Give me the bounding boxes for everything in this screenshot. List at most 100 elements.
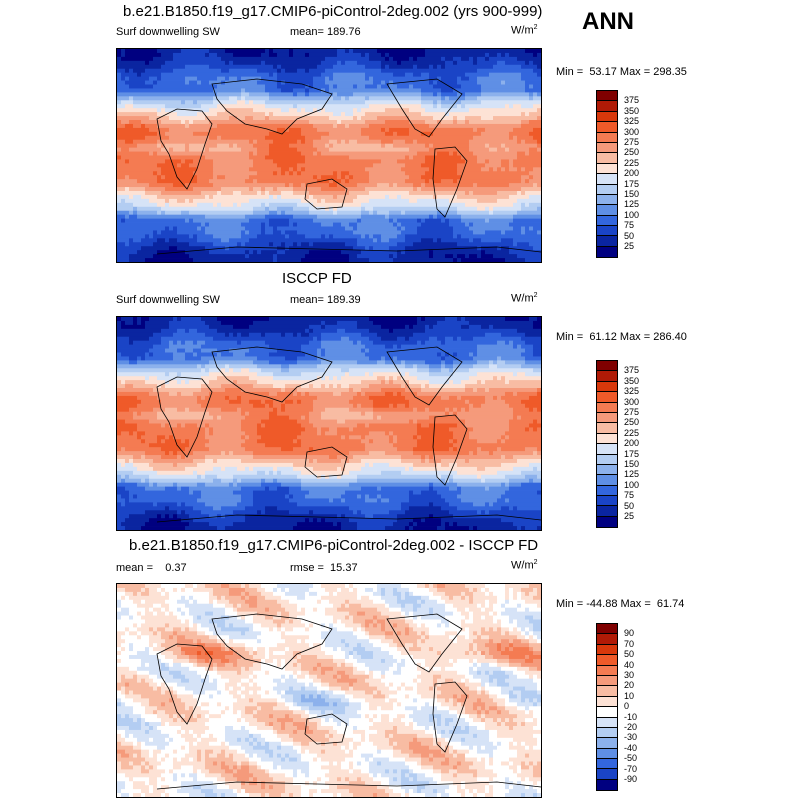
field-cell	[249, 254, 274, 259]
field-cell	[249, 411, 270, 417]
field-cell	[197, 773, 206, 778]
field-cell	[353, 670, 366, 676]
field-cell	[425, 785, 450, 790]
field-cell	[529, 175, 534, 180]
field-cell	[121, 120, 130, 125]
field-cell	[361, 127, 382, 133]
field-cell	[253, 623, 262, 628]
field-cell	[205, 155, 250, 160]
field-cell	[437, 80, 458, 85]
field-cell	[229, 587, 246, 593]
field-cell	[525, 332, 541, 338]
field-cell	[533, 407, 538, 413]
field-cell	[389, 603, 402, 609]
field-cell	[325, 198, 354, 204]
field-cell	[321, 376, 326, 381]
field-cell	[373, 674, 382, 680]
field-cell	[425, 599, 438, 605]
field-cell	[473, 658, 478, 664]
field-cell	[357, 60, 382, 66]
field-cell	[433, 757, 446, 762]
field-cell	[357, 108, 362, 113]
field-cell	[321, 670, 326, 676]
field-cell	[265, 332, 282, 338]
field-cell	[205, 666, 210, 672]
field-cell	[325, 749, 346, 755]
field-cell	[533, 427, 538, 432]
field-cell	[469, 694, 490, 699]
field-cell	[185, 64, 210, 70]
field-cell	[145, 647, 150, 652]
field-cell	[285, 171, 290, 176]
field-cell	[257, 635, 282, 640]
field-cell	[329, 206, 334, 212]
field-cell	[213, 789, 234, 794]
field-cell	[245, 96, 270, 101]
field-cell	[257, 250, 262, 255]
field-cell	[149, 317, 174, 322]
field-cell	[149, 76, 158, 81]
field-cell	[457, 670, 470, 676]
field-cell	[497, 498, 506, 503]
field-cell	[489, 733, 498, 739]
field-cell	[349, 171, 370, 176]
field-cell	[301, 698, 326, 703]
field-cell	[117, 443, 150, 448]
field-cell	[141, 526, 186, 530]
field-cell	[185, 218, 190, 223]
field-cell	[493, 769, 514, 774]
field-cell	[353, 388, 362, 393]
field-cell	[449, 737, 462, 743]
field-cell	[425, 702, 430, 707]
field-cell	[465, 785, 486, 790]
field-cell	[189, 619, 194, 624]
field-cell	[417, 435, 422, 440]
field-cell	[333, 522, 338, 527]
field-cell	[165, 506, 170, 511]
field-cell	[117, 478, 122, 484]
field-cell	[465, 120, 470, 125]
field-cell	[117, 729, 126, 735]
field-cell	[381, 611, 402, 616]
field-cell	[413, 777, 418, 782]
field-cell	[517, 666, 530, 672]
field-cell	[257, 151, 270, 156]
field-cell	[385, 344, 394, 349]
field-cell	[149, 643, 154, 648]
field-cell	[277, 623, 282, 628]
field-cell	[249, 591, 262, 597]
field-cell	[269, 403, 274, 409]
field-cell	[205, 765, 222, 770]
field-cell	[409, 722, 414, 727]
field-cell	[141, 615, 178, 620]
field-cell	[253, 116, 266, 121]
field-cell	[513, 737, 538, 743]
field-cell	[241, 726, 246, 731]
field-cell	[453, 745, 470, 751]
field-cell	[337, 741, 350, 747]
field-cell	[325, 474, 330, 480]
field-cell	[401, 777, 410, 782]
field-cell	[253, 159, 274, 164]
field-cell	[385, 587, 394, 593]
field-cell	[197, 76, 218, 81]
field-cell	[377, 360, 386, 365]
field-cell	[241, 765, 250, 770]
field-cell	[241, 737, 246, 743]
field-cell	[217, 793, 222, 797]
field-cell	[225, 737, 238, 743]
field-cell	[221, 765, 230, 770]
field-cell	[405, 706, 418, 711]
field-cell	[421, 631, 426, 636]
field-cell	[365, 757, 370, 762]
field-cell	[125, 502, 154, 507]
field-cell	[413, 678, 418, 684]
field-cell	[465, 789, 470, 794]
field-cell	[349, 615, 354, 620]
field-cell	[365, 662, 394, 668]
field-cell	[517, 603, 522, 609]
field-cell	[273, 466, 278, 472]
field-cell	[301, 198, 318, 204]
field-cell	[537, 407, 541, 413]
field-cell	[385, 674, 418, 680]
